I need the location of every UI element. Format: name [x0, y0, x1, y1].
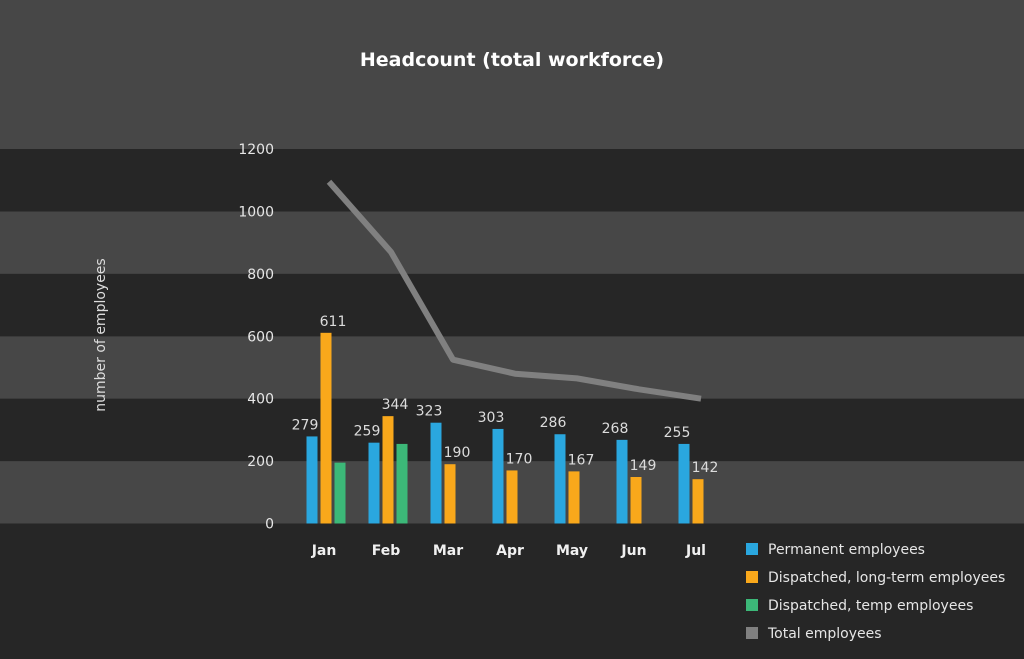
legend-swatch [746, 599, 758, 611]
data-label: 259 [354, 424, 381, 440]
x-category-label: Apr [496, 543, 524, 559]
chart-title: Headcount (total workforce) [360, 49, 664, 71]
data-label: 303 [478, 410, 505, 426]
x-axis-categories: Jan Feb Mar Apr May Jun Jul [311, 543, 706, 559]
bar [630, 476, 642, 524]
x-category-label: Jul [685, 543, 706, 559]
y-tick-label: 1000 [238, 204, 274, 220]
grid-band [0, 336, 1024, 399]
legend-swatch [746, 543, 758, 555]
bar [492, 428, 504, 524]
y-tick-label: 400 [247, 392, 274, 408]
legend-label: Dispatched, long-term employees [768, 570, 1005, 586]
legend: Permanent employees Dispatched, long-term… [746, 542, 1005, 642]
x-category-label: Feb [372, 543, 401, 559]
bar [678, 443, 690, 524]
bar [692, 479, 704, 524]
data-label: 149 [630, 458, 657, 474]
legend-label: Total employees [767, 626, 882, 642]
data-label: 190 [444, 445, 471, 461]
total-employees-line [326, 179, 702, 402]
bar [616, 439, 628, 524]
data-label: 167 [568, 452, 595, 468]
bar [334, 462, 346, 524]
x-category-label: Jan [311, 543, 337, 559]
bar [506, 470, 518, 524]
x-category-label: Mar [433, 543, 463, 559]
grid-band [0, 211, 1024, 274]
header-band [0, 0, 1024, 149]
legend-label: Permanent employees [768, 542, 925, 558]
grid-band [0, 273, 1024, 337]
data-label: 286 [540, 415, 567, 431]
y-tick-label: 0 [265, 517, 274, 533]
bar [368, 442, 380, 524]
bars [306, 332, 704, 524]
bar [554, 434, 566, 524]
bar [306, 436, 318, 524]
grid-bands [0, 0, 1024, 524]
data-label: 611 [320, 314, 347, 330]
bar [396, 443, 408, 524]
legend-swatch [746, 627, 758, 639]
legend-swatch [746, 571, 758, 583]
grid-band [0, 149, 1024, 212]
bar [444, 464, 456, 524]
data-label: 279 [292, 417, 319, 433]
total-line-group [326, 179, 702, 402]
data-label: 344 [382, 397, 409, 413]
bar [382, 416, 394, 524]
y-axis-label: number of employees [93, 258, 109, 411]
bar [568, 471, 580, 524]
y-tick-label: 800 [247, 267, 274, 283]
data-label: 170 [506, 451, 533, 467]
x-category-label: Jun [620, 543, 646, 559]
y-axis-ticks: 0 200 400 600 800 1000 1200 [238, 142, 274, 533]
y-tick-label: 1200 [238, 142, 274, 158]
data-label: 323 [416, 404, 443, 420]
data-label: 255 [664, 425, 691, 441]
bar [320, 332, 332, 524]
data-label: 142 [692, 460, 719, 476]
y-tick-label: 200 [247, 454, 274, 470]
x-category-label: May [556, 543, 588, 559]
grid-band [0, 398, 1024, 462]
y-tick-label: 600 [247, 329, 274, 345]
data-label: 268 [602, 421, 629, 437]
bar [430, 422, 442, 524]
legend-label: Dispatched, temp employees [768, 598, 973, 614]
data-labels: 279 259 323 303 286 268 255 611 344 190 170 167 149 1… [292, 314, 719, 476]
